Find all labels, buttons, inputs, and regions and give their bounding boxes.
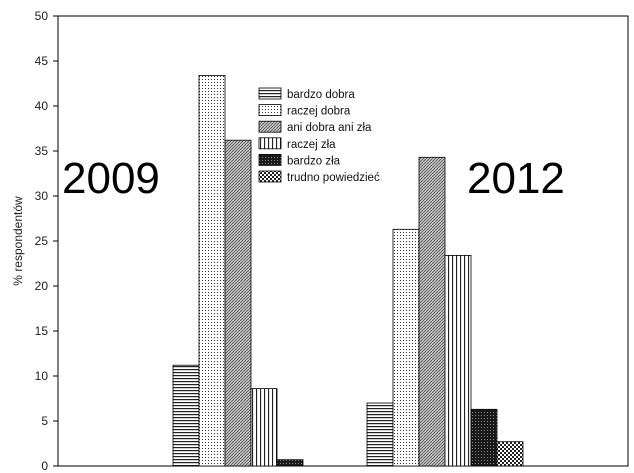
y-tick-label: 25 <box>35 234 49 248</box>
bar-2012-5 <box>496 441 524 467</box>
legend-swatch <box>258 153 282 166</box>
y-tick-label: 30 <box>35 189 49 203</box>
y-tick-label: 5 <box>41 414 48 428</box>
y-axis-label: % respondentów <box>11 196 25 286</box>
legend-label: raczej dobra <box>287 106 351 118</box>
bar-2009-0 <box>172 364 200 467</box>
group-label-2009: 2009 <box>62 154 160 203</box>
bar-2009-3 <box>250 388 278 467</box>
legend: bardzo dobra raczej dobra ani dobra ani zł… <box>258 87 380 184</box>
bar-2012-1 <box>392 228 420 467</box>
legend-label: trudno powiedzieć <box>287 172 380 184</box>
y-tick-label: 35 <box>35 144 49 158</box>
legend-label: ani dobra ani zła <box>287 122 372 134</box>
y-tick-label: 10 <box>35 369 49 383</box>
legend-swatch <box>258 137 282 150</box>
bar-2012-0 <box>366 402 394 467</box>
legend-swatch <box>258 170 282 183</box>
bar-2012-4 <box>470 408 498 467</box>
plot-area <box>57 15 629 467</box>
bars <box>172 75 524 467</box>
bar-2009-4 <box>276 459 304 467</box>
group-labels: 2009 2012 <box>62 154 565 203</box>
y-tick-label: 45 <box>35 54 49 68</box>
legend-label: bardzo zła <box>287 155 341 167</box>
y-tick-label: 0 <box>41 459 48 473</box>
legend-swatch <box>258 87 282 100</box>
legend-label: bardzo dobra <box>287 89 355 101</box>
bar-2009-2 <box>224 139 252 467</box>
legend-label: raczej zła <box>287 139 336 151</box>
bar-2012-2 <box>418 156 446 467</box>
legend-swatch <box>258 120 282 133</box>
y-tick-label: 40 <box>35 99 49 113</box>
bar-2009-1 <box>198 75 226 467</box>
y-tick-label: 15 <box>35 324 49 338</box>
bar-2012-3 <box>444 254 472 467</box>
y-axis: 0 5 10 15 20 25 30 35 40 45 50 <box>35 9 58 473</box>
group-label-2012: 2012 <box>467 154 565 203</box>
legend-swatch <box>258 104 282 116</box>
y-tick-label: 20 <box>35 279 49 293</box>
y-tick-label: 50 <box>35 9 49 23</box>
